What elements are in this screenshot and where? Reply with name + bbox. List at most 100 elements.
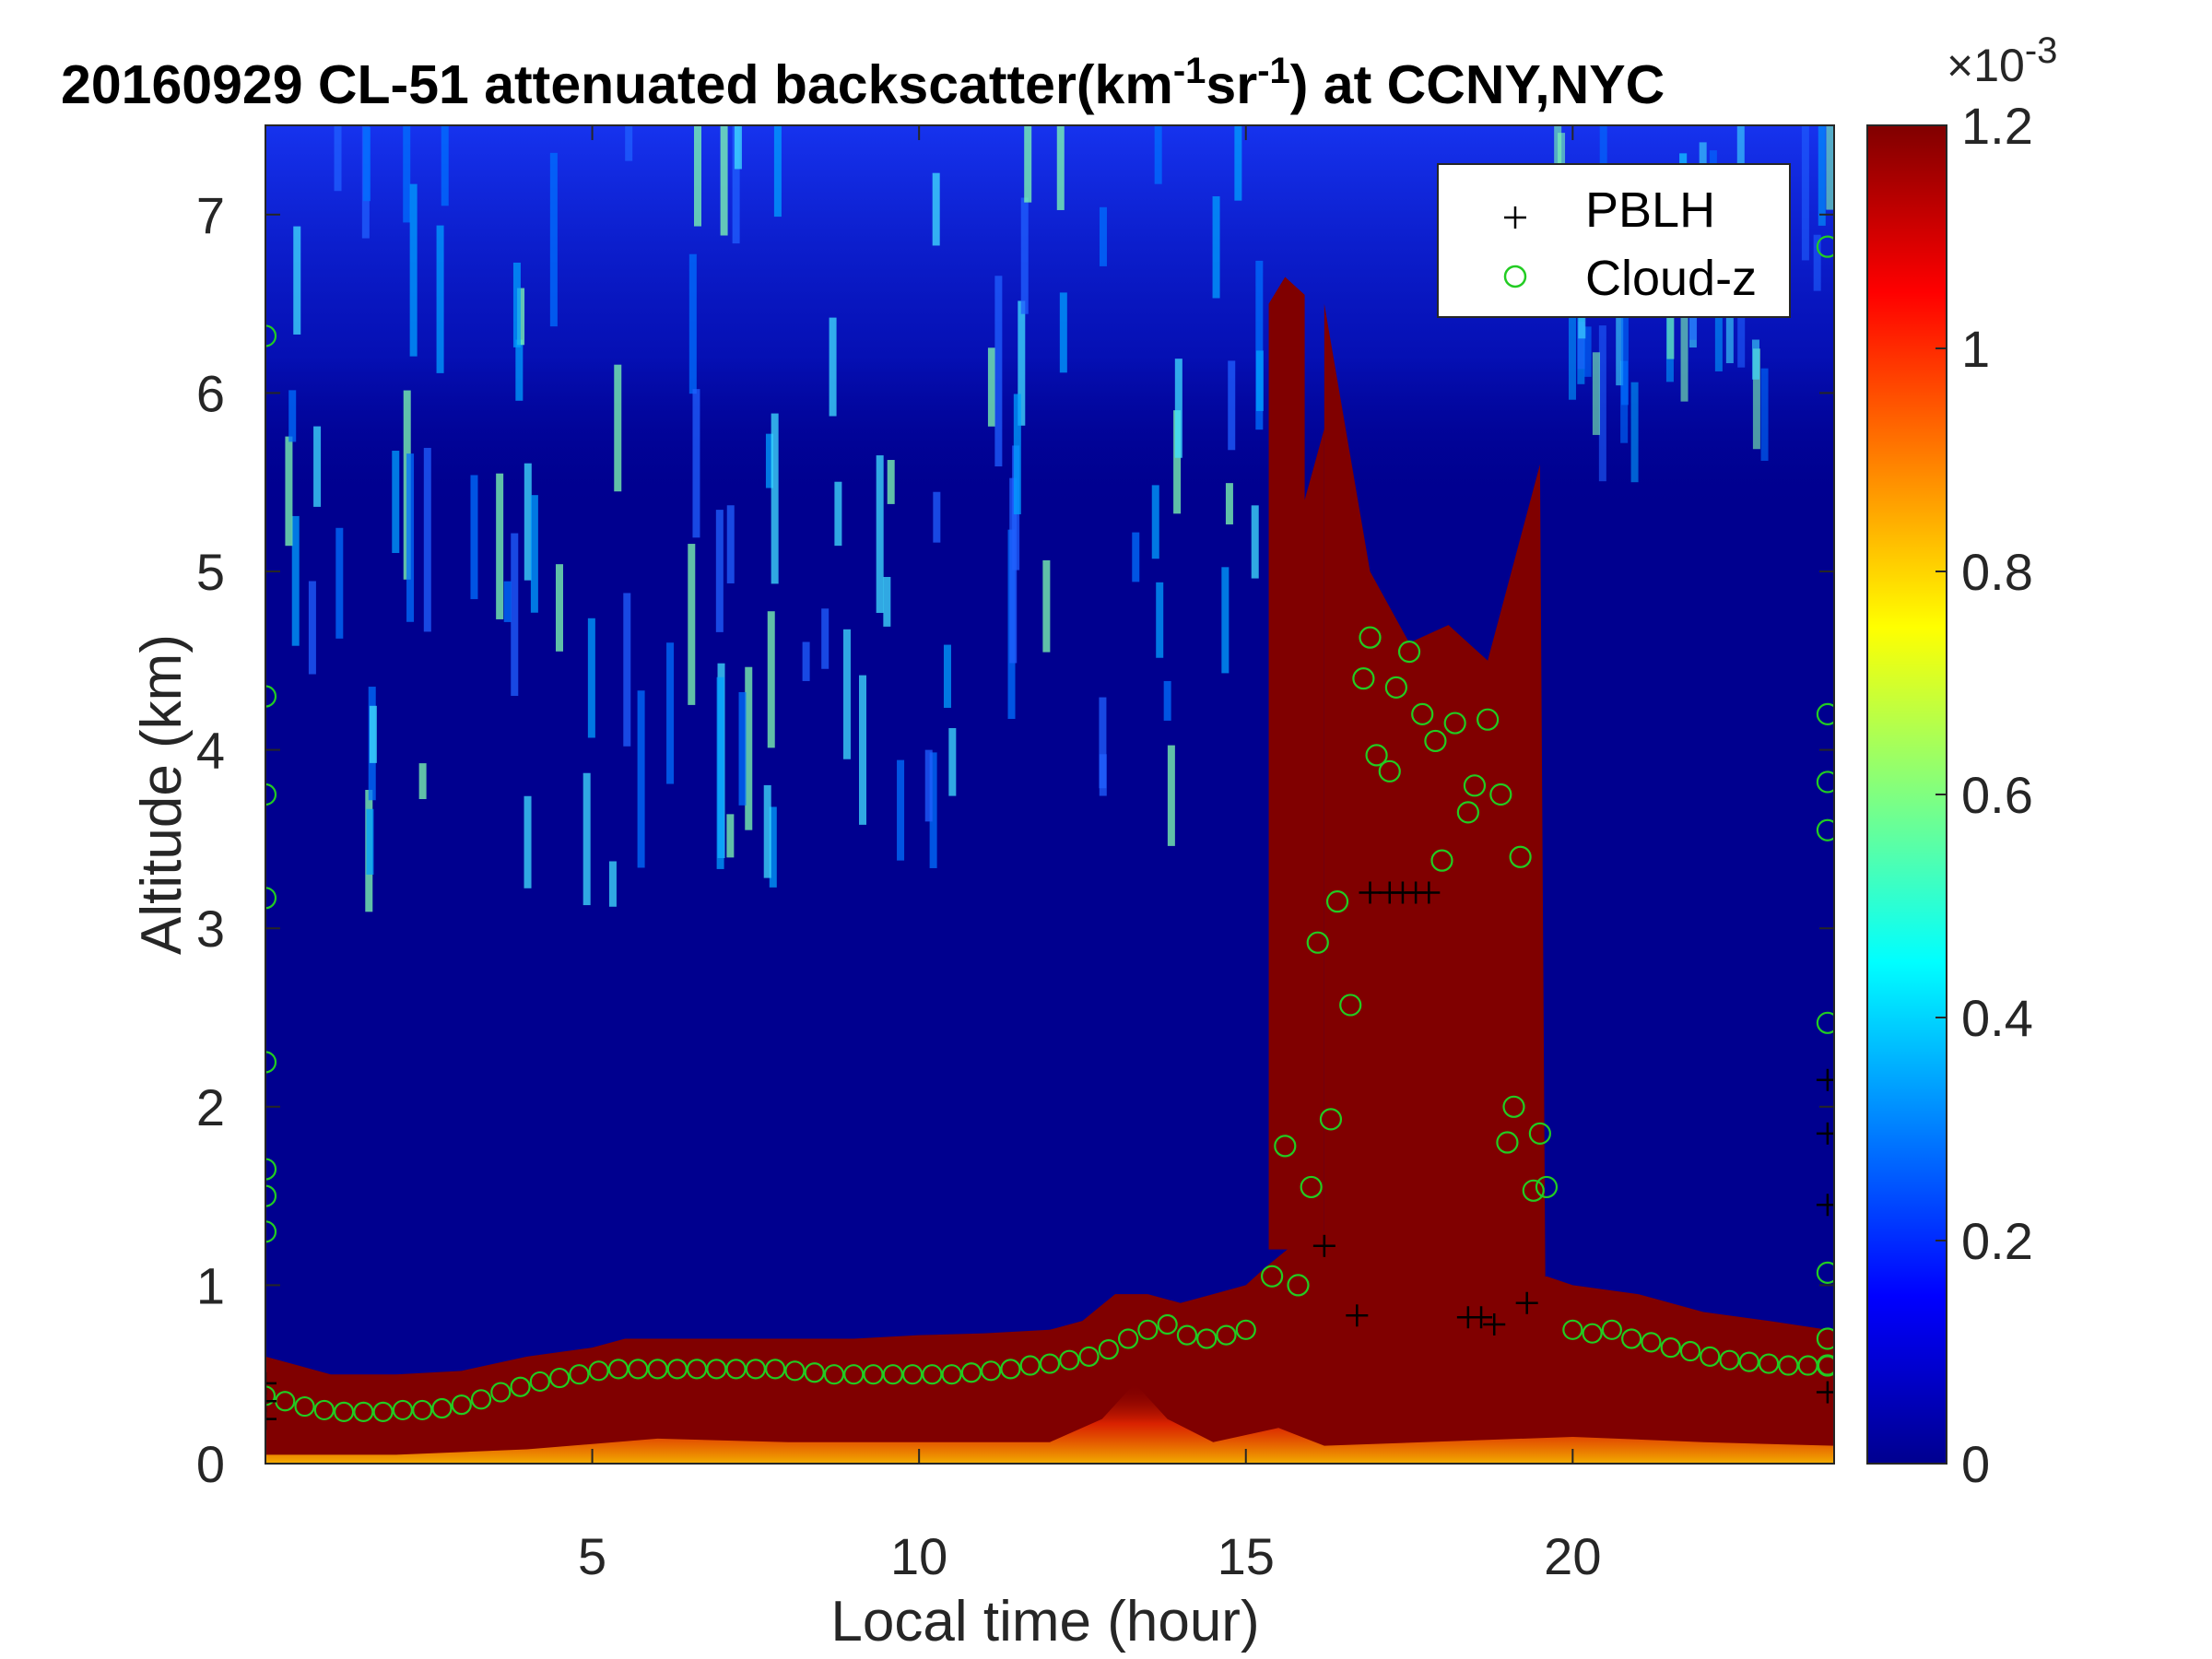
cloud-z-point (1496, 1131, 1519, 1154)
cloud-z-point (265, 1184, 277, 1207)
backscatter-streak (1751, 339, 1759, 380)
cloud-z-point (1384, 676, 1407, 699)
backscatter-streak (738, 691, 747, 806)
pblh-point (1312, 1234, 1335, 1257)
colorbar-tick-label: 1.2 (1961, 97, 2033, 155)
cloud-z-point (1797, 1355, 1818, 1376)
cloud-z-point (470, 1389, 492, 1410)
backscatter-streak (1013, 394, 1021, 515)
pblh-point (1346, 1304, 1369, 1327)
legend-pblh-marker (1504, 206, 1526, 229)
cloud-z-point (960, 1362, 982, 1383)
backscatter-streaks (285, 125, 1834, 912)
backscatter-streak (1009, 477, 1018, 664)
cloud-z-point (686, 1359, 708, 1380)
cloud-z-point (1365, 744, 1388, 767)
pblh-point (265, 1407, 276, 1430)
cloud-z-point (941, 1364, 962, 1385)
cloud-z-point (1424, 729, 1447, 753)
cloud-z-point (1306, 931, 1329, 954)
backscatter-streak (334, 125, 342, 192)
backscatter-streak (1042, 559, 1051, 653)
backscatter-streak (496, 473, 504, 619)
backscatter-streak (409, 183, 418, 357)
cloud-z-point (1098, 1338, 1119, 1360)
cloud-z-point (265, 685, 277, 708)
y-tick-label: 4 (196, 722, 225, 780)
backscatter-streak (512, 262, 521, 347)
backscatter-streak (994, 276, 1003, 467)
y-tick-label: 2 (196, 1078, 225, 1136)
cloud-z-point (863, 1364, 884, 1385)
cloud-z-point (647, 1359, 668, 1380)
y-tick-label: 3 (196, 900, 225, 958)
backscatter-streak (767, 611, 775, 748)
cloud-z-point (1778, 1355, 1799, 1376)
colorbar (1866, 124, 1947, 1465)
pblh-markers (265, 881, 1834, 1430)
backscatter-streak (1680, 253, 1688, 402)
pblh-point (265, 1390, 276, 1413)
backscatter-streak (623, 593, 631, 747)
backscatter-streak (1568, 293, 1576, 400)
backscatter-streak (1167, 745, 1175, 846)
backscatter-streak (1620, 233, 1629, 406)
cloud-z-point (1816, 1261, 1834, 1284)
backscatter-streak (441, 125, 449, 206)
cloud-z-point (1489, 782, 1512, 806)
cloud-z-point (1430, 849, 1453, 872)
backscatter-streak (716, 677, 724, 869)
cloud-z-point (725, 1359, 747, 1380)
pblh-point (265, 1371, 276, 1394)
backscatter-streak (929, 752, 937, 868)
colorbar-exponent: ×10-3 (1947, 30, 2057, 91)
backscatter-streak (1598, 325, 1606, 482)
backscatter-streak (1725, 285, 1734, 364)
pblh-point (1816, 1194, 1834, 1217)
backscatter-streak (933, 491, 941, 543)
backscatter-streak (666, 642, 675, 784)
cloud-z-point (1397, 641, 1421, 664)
backscatter-streak (829, 317, 837, 417)
backscatter-streak (1212, 195, 1220, 299)
backscatter-streak (1255, 260, 1264, 430)
backscatter-streak (423, 447, 431, 632)
cloud-z-point (265, 782, 277, 806)
backscatter-streak (293, 226, 301, 335)
cloud-z-point (843, 1364, 865, 1385)
backscatter-streak (1234, 125, 1242, 201)
cloud-z-point (1562, 1319, 1583, 1340)
backscatter-streak (1583, 326, 1592, 377)
x-axis-label: Local time (hour) (830, 1590, 1259, 1653)
backscatter-streak (745, 666, 753, 830)
backscatter-streak (549, 152, 558, 327)
cloud-z-point (1463, 774, 1487, 797)
backscatter-streak (1020, 197, 1029, 314)
cloud-z-point (1522, 1179, 1545, 1202)
cloud-z-point (1738, 1351, 1759, 1372)
cloud-z-point (1019, 1355, 1041, 1376)
cloud-z-point (1758, 1353, 1780, 1374)
cloud-z-point (745, 1359, 766, 1380)
y-tick-label: 7 (196, 186, 225, 244)
backscatter-streak (1024, 125, 1032, 203)
cloud-z-point (1339, 994, 1362, 1017)
cloud-z-point (1039, 1353, 1061, 1374)
pblh-point (1418, 881, 1441, 904)
backscatter-streak (688, 253, 697, 394)
backscatter-streak (924, 749, 933, 822)
backscatter-streak (821, 608, 830, 669)
colorbar-tick-label: 0.8 (1961, 543, 2033, 601)
cloud-z-point (1816, 771, 1834, 794)
cloud-z-point (1528, 1122, 1551, 1145)
backscatter-streak (582, 772, 591, 906)
backscatter-streak (1228, 360, 1236, 451)
backscatter-streak (876, 455, 884, 613)
backscatter-streak (1056, 125, 1065, 210)
cloud-z-point (510, 1376, 531, 1397)
backscatter-streak (771, 413, 779, 584)
backscatter-streak (530, 495, 538, 613)
backscatter-streak (524, 795, 532, 888)
cloud-z-point (784, 1360, 806, 1382)
backscatter-streak (763, 784, 771, 878)
